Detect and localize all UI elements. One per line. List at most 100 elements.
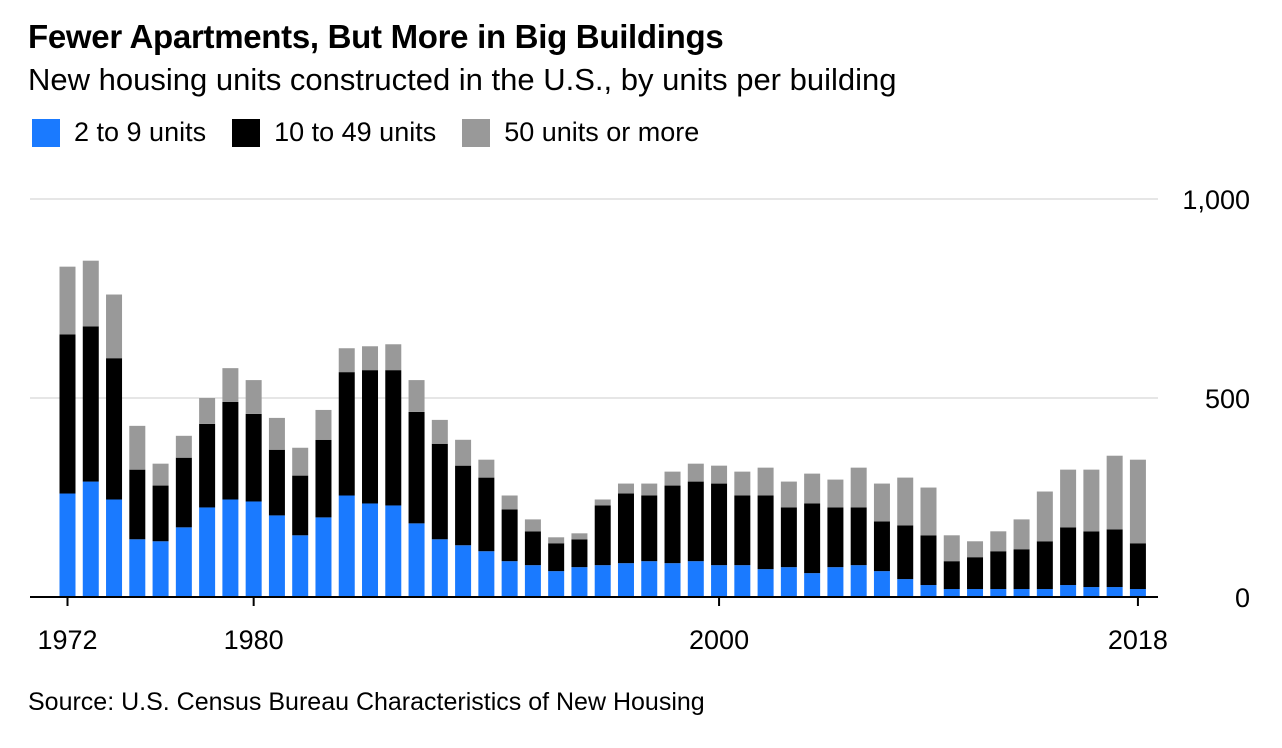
bar-2010-series-0 (943, 589, 960, 597)
bar-1999-series-2 (687, 463, 704, 482)
bar-1976-series-2 (152, 463, 169, 486)
bar-1975-series-1 (129, 469, 146, 540)
bar-1991-series-1 (501, 509, 518, 562)
bar-1992-series-0 (524, 565, 541, 597)
bar-1982-series-1 (292, 475, 309, 536)
bar-1972-series-0 (59, 493, 76, 597)
bar-1979-series-2 (222, 368, 239, 402)
bar-1982-series-2 (292, 447, 309, 476)
bar-1998-series-1 (664, 485, 681, 564)
bar-1997-series-1 (641, 495, 658, 562)
bar-2000-series-0 (711, 565, 728, 597)
bar-2008-series-0 (897, 579, 914, 597)
bar-1995-series-2 (594, 499, 611, 506)
bar-2000-series-1 (711, 483, 728, 566)
bar-1973-series-2 (82, 260, 99, 327)
bar-1975-series-0 (129, 539, 146, 597)
bar-2007-series-1 (873, 521, 890, 572)
bar-1986-series-1 (385, 370, 402, 506)
bar-2001-series-0 (734, 565, 751, 597)
bar-1993-series-2 (548, 537, 565, 544)
bar-2011-series-1 (967, 557, 984, 590)
bar-2017-series-1 (1106, 529, 1123, 588)
bar-2004-series-2 (804, 473, 821, 504)
bar-1989-series-2 (455, 439, 472, 466)
legend-item-large: 50 units or more (462, 117, 699, 148)
bar-1989-series-1 (455, 465, 472, 546)
x-tick-label-1972: 1972 (37, 625, 97, 655)
bar-1978-series-0 (199, 507, 216, 597)
bar-2016-series-1 (1083, 531, 1100, 588)
bar-1995-series-0 (594, 565, 611, 597)
chart-title: Fewer Apartments, But More in Big Buildi… (28, 18, 724, 55)
bar-2008-series-1 (897, 525, 914, 580)
legend-item-small: 2 to 9 units (32, 117, 206, 148)
bar-1996-series-1 (617, 493, 634, 564)
bar-1985-series-2 (362, 346, 379, 371)
bar-2002-series-0 (757, 569, 774, 597)
bar-1976-series-1 (152, 485, 169, 542)
bar-2008-series-2 (897, 477, 914, 526)
bar-1986-series-0 (385, 505, 402, 597)
bar-1977-series-2 (175, 435, 192, 458)
bar-1974-series-1 (106, 358, 123, 500)
bar-1976-series-0 (152, 541, 169, 597)
bar-2014-series-2 (1036, 491, 1053, 542)
bar-2016-series-2 (1083, 469, 1100, 532)
bar-1980-series-0 (245, 501, 262, 597)
bar-2007-series-2 (873, 483, 890, 522)
bar-1981-series-2 (268, 417, 285, 450)
bar-1996-series-2 (617, 483, 634, 494)
bar-2013-series-1 (1013, 549, 1030, 590)
bar-2009-series-1 (920, 535, 937, 586)
bar-1997-series-2 (641, 483, 658, 496)
bar-2012-series-0 (990, 589, 1007, 597)
bar-2018-series-1 (1129, 543, 1146, 590)
bar-2015-series-2 (1060, 469, 1077, 528)
legend: 2 to 9 units 10 to 49 units 50 units or … (32, 117, 725, 148)
bar-2014-series-1 (1036, 541, 1053, 590)
bar-2002-series-2 (757, 467, 774, 496)
bar-2014-series-0 (1036, 589, 1053, 597)
source-note: Source: U.S. Census Bureau Characteristi… (28, 688, 705, 716)
bar-1990-series-2 (478, 459, 495, 478)
bar-2010-series-2 (943, 535, 960, 562)
bar-1986-series-2 (385, 344, 402, 371)
bar-1983-series-0 (315, 517, 332, 597)
bar-1979-series-0 (222, 499, 239, 597)
bar-2006-series-0 (850, 565, 867, 597)
bar-2000-series-2 (711, 465, 728, 484)
bar-1985-series-1 (362, 370, 379, 504)
bar-1978-series-1 (199, 423, 216, 508)
bar-1995-series-1 (594, 505, 611, 566)
bar-2018-series-2 (1129, 459, 1146, 544)
bar-1977-series-1 (175, 457, 192, 528)
bar-1973-series-1 (82, 326, 99, 482)
bar-1987-series-1 (408, 411, 425, 524)
bar-1973-series-0 (82, 481, 99, 597)
legend-swatch-large (462, 118, 491, 147)
legend-swatch-mid (232, 118, 261, 147)
bar-2007-series-0 (873, 571, 890, 597)
bar-1979-series-1 (222, 401, 239, 500)
y-tick-label-1000: 1,000 (1182, 185, 1250, 215)
bar-1999-series-0 (687, 561, 704, 597)
legend-label-small: 2 to 9 units (74, 117, 207, 147)
bar-1988-series-2 (431, 419, 448, 444)
bar-1978-series-2 (199, 398, 216, 424)
bar-2005-series-0 (827, 567, 844, 597)
y-tick-label-0: 0 (1235, 583, 1250, 613)
bar-2006-series-1 (850, 507, 867, 566)
bar-2009-series-2 (920, 487, 937, 536)
bar-2003-series-0 (780, 567, 797, 597)
bar-2002-series-1 (757, 495, 774, 570)
bar-1981-series-1 (268, 449, 285, 516)
bar-1981-series-0 (268, 515, 285, 597)
bar-1974-series-0 (106, 499, 123, 597)
bar-1994-series-2 (571, 533, 588, 540)
bar-2018-series-0 (1129, 589, 1146, 597)
bar-1991-series-2 (501, 495, 518, 510)
bar-1975-series-2 (129, 425, 146, 470)
bar-2005-series-1 (827, 507, 844, 568)
